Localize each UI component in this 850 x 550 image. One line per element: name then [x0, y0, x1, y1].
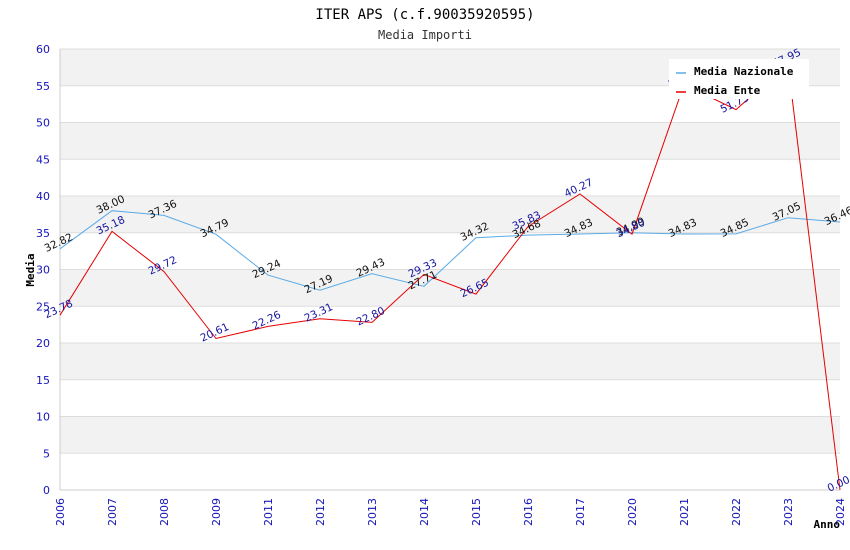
y-tick-label: 60	[36, 43, 50, 56]
x-tick-label: 2021	[678, 498, 691, 526]
y-tick-label: 35	[36, 227, 50, 240]
series-line-nazionale	[59, 210, 841, 291]
data-label-ente: 20.61	[199, 321, 231, 345]
x-tick-label: 2015	[470, 498, 483, 526]
y-tick-label: 10	[36, 411, 50, 424]
y-tick-label: 30	[36, 264, 50, 277]
x-tick-label: 2016	[522, 498, 535, 526]
x-tick-label: 2024	[834, 498, 847, 526]
y-tick-label: 20	[36, 337, 50, 350]
y-tick-label: 15	[36, 374, 50, 387]
x-tick-label: 2023	[782, 498, 795, 526]
x-tick-label: 2017	[574, 498, 587, 526]
y-tick-label: 5	[43, 447, 50, 460]
x-tick-label: 2022	[730, 498, 743, 526]
x-axis-title: Anno	[814, 518, 841, 531]
x-tick-label: 2009	[210, 498, 223, 526]
x-tick-label: 2008	[158, 498, 171, 526]
x-tick-label: 2013	[366, 498, 379, 526]
legend-label-nazionale: Media Nazionale	[694, 65, 794, 78]
grid-band	[60, 269, 840, 307]
x-tick-label: 2006	[54, 498, 67, 526]
data-label-ente: 0.00	[826, 474, 850, 495]
data-label-ente: 22.26	[251, 309, 284, 333]
x-tick-label: 2007	[106, 498, 119, 526]
grid-band	[60, 122, 840, 160]
y-tick-label: 0	[43, 484, 50, 497]
y-tick-label: 40	[36, 190, 50, 203]
y-tick-label: 45	[36, 153, 50, 166]
y-axis-title: Media	[24, 253, 37, 286]
chart-title: ITER APS (c.f.90035920595)	[315, 7, 534, 23]
y-tick-label: 25	[36, 300, 50, 313]
data-label-ente: 22.80	[355, 305, 387, 329]
chart-subtitle: Media Importi	[378, 28, 472, 42]
x-tick-label: 2020	[626, 498, 639, 526]
legend-label-ente: Media Ente	[694, 84, 761, 97]
x-tick-label: 2011	[262, 498, 275, 526]
legend-box	[669, 59, 809, 99]
x-tick-label: 2012	[314, 498, 327, 526]
x-tick-label: 2014	[418, 498, 431, 526]
grid-band	[60, 416, 840, 454]
y-tick-label: 50	[36, 117, 50, 130]
y-tick-label: 55	[36, 80, 50, 93]
grid-band	[60, 343, 840, 380]
legend: Media Nazionale Media Ente	[669, 59, 809, 99]
grid-band	[60, 196, 840, 233]
